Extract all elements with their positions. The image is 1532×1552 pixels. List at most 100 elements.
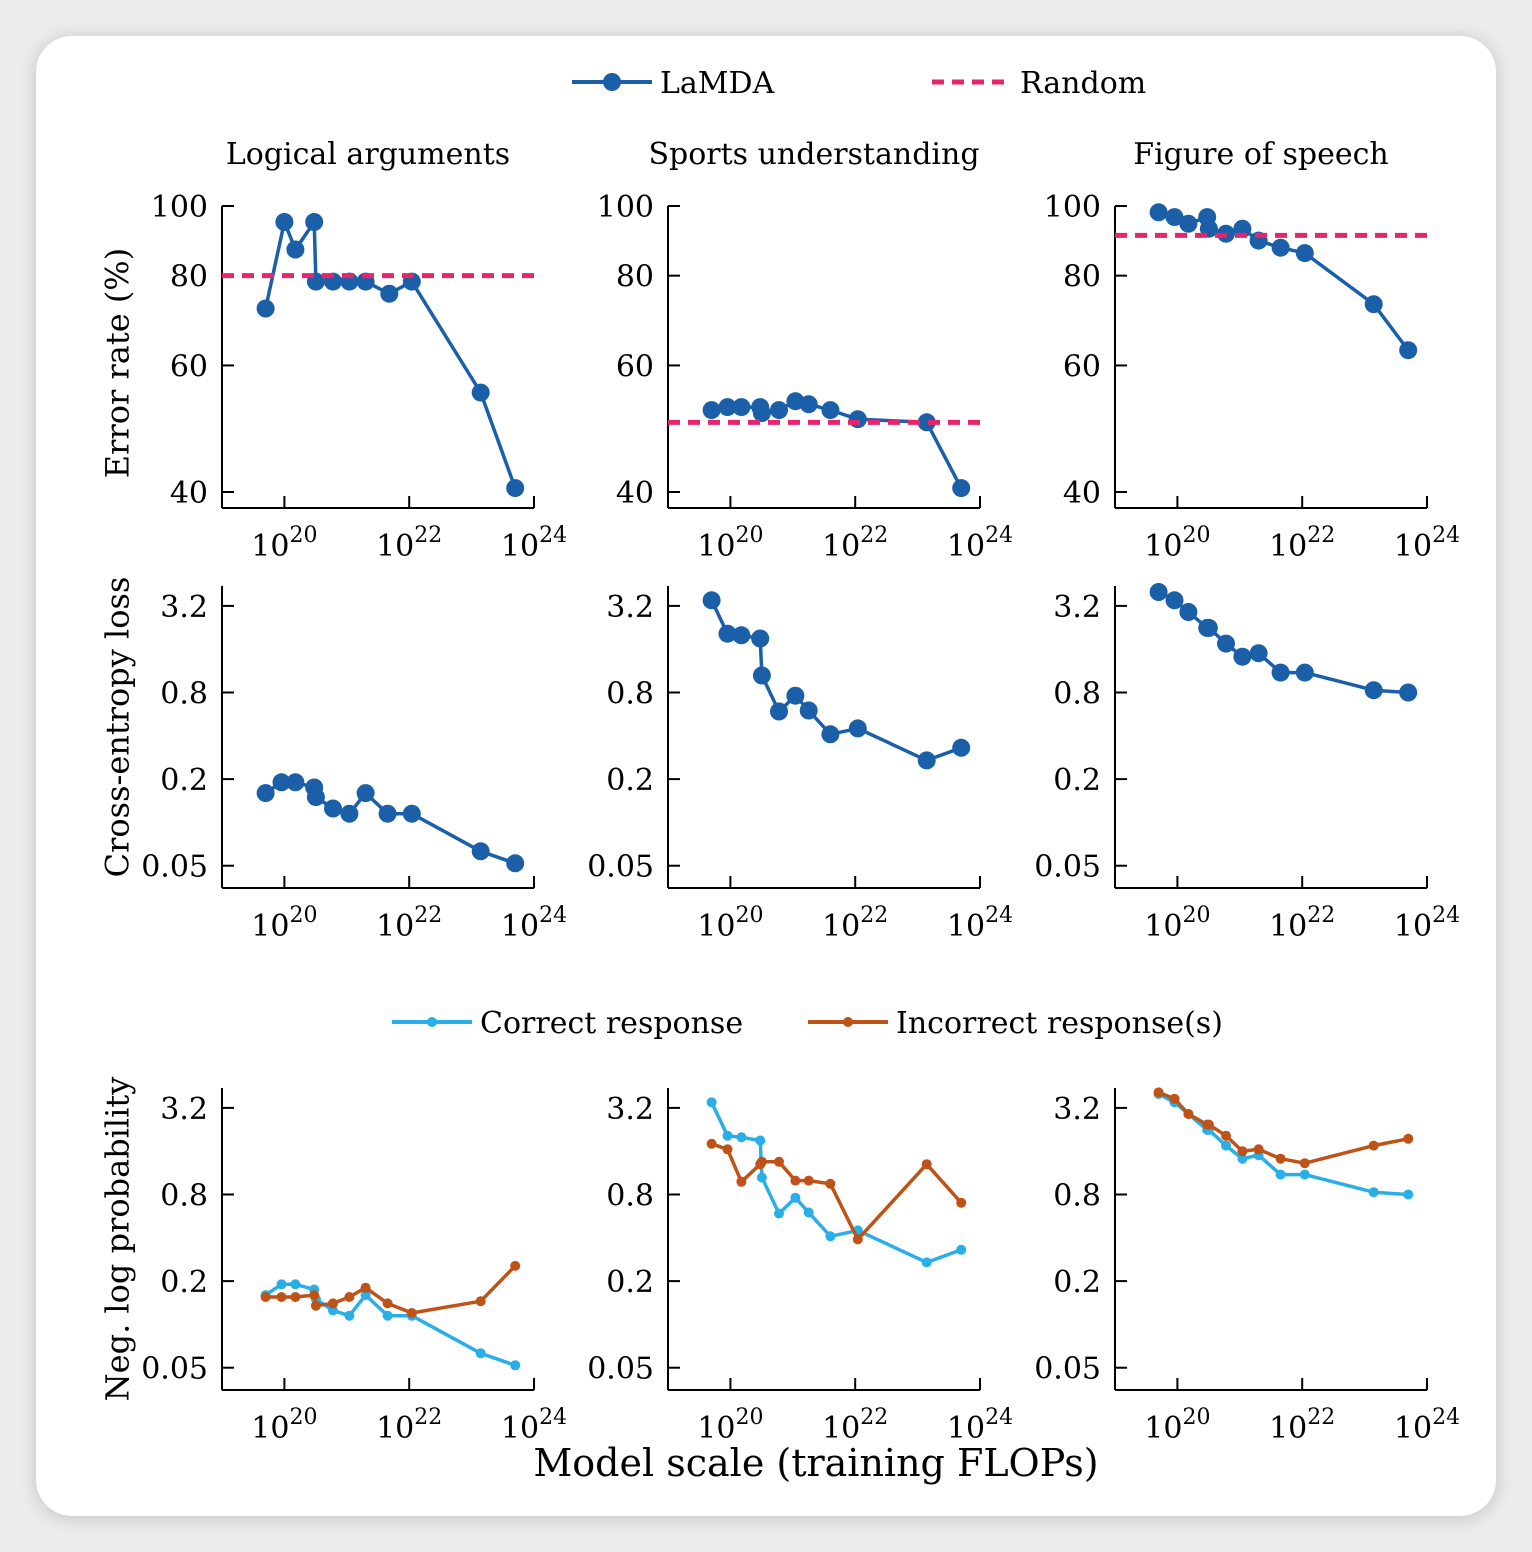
legend-bottom-swatch-marker [843,1017,853,1027]
x-tick-label: 1024 [501,1405,567,1446]
y-tick-label: 0.05 [141,1352,208,1387]
data-point [276,1279,287,1290]
y-tick-label: 60 [1063,349,1101,384]
legend-bottom-item: Correct response [392,1006,743,1041]
y-axis-label: Error rate (%) [99,248,137,478]
data-point [722,1130,733,1141]
data-point [310,1300,321,1311]
data-point [790,1192,801,1203]
x-tick-base: 10 [501,529,539,564]
y-tick-label: 40 [1063,476,1101,511]
data-point [702,591,721,610]
y-axis-label: Neg. log probability [99,1077,137,1402]
legend-bottom-label: Correct response [480,1006,743,1041]
y-tick-label: 0.8 [1053,677,1101,712]
column-title: Logical arguments [226,137,510,172]
x-tick-exponent: 22 [860,903,888,928]
data-point [1295,663,1314,682]
y-tick-label: 60 [616,349,654,384]
data-point [1364,295,1383,314]
x-tick-exponent: 20 [1182,903,1210,928]
x-tick-label: 1022 [1269,1405,1335,1446]
x-tick-label: 1020 [697,523,763,564]
y-tick-label: 0.2 [160,763,208,798]
y-tick-label: 60 [170,349,208,384]
data-point [290,1292,301,1302]
data-point [1403,1189,1414,1200]
x-tick-label: 1020 [251,1405,317,1446]
data-point [382,1298,393,1309]
y-tick-label: 3.2 [1053,1092,1101,1127]
y-tick-label: 0.05 [587,1352,654,1387]
series-lamda [256,213,525,498]
x-tick-label: 1022 [822,523,888,564]
data-point [732,398,751,417]
y-axis-label: Cross-entropy loss [99,577,137,878]
data-point [256,299,275,318]
data-point [256,784,275,803]
data-point [718,398,737,417]
x-tick-exponent: 22 [414,1405,442,1430]
data-point [1165,208,1184,227]
x-tick-exponent: 20 [735,903,763,928]
data-point [306,788,325,807]
x-tick-base: 10 [251,1411,289,1446]
x-tick-base: 10 [822,529,860,564]
x-tick-label: 1022 [822,1405,888,1446]
data-point [1399,341,1418,360]
data-point [286,773,305,792]
x-tick-base: 10 [1269,529,1307,564]
data-point [706,1138,717,1149]
data-point [510,1260,521,1271]
x-tick-exponent: 22 [860,523,888,548]
y-tick-label: 0.05 [1034,850,1101,885]
x-tick-base: 10 [1144,1411,1182,1446]
data-point [471,842,490,861]
data-point [852,1234,863,1245]
y-tick-label: 0.8 [606,1179,654,1214]
x-tick-base: 10 [376,529,414,564]
data-point [406,1308,417,1318]
data-point [286,240,305,259]
x-tick-base: 10 [1144,529,1182,564]
data-point [1221,1130,1231,1141]
x-tick-exponent: 24 [985,523,1013,548]
data-point [1221,1140,1231,1151]
series-lamda [1149,203,1418,360]
data-point [821,725,840,744]
data-point [360,1290,371,1301]
x-tick-exponent: 20 [1182,1405,1210,1430]
legend-bottom-item: Incorrect response(s) [808,1006,1223,1041]
x-tick-label: 1024 [947,903,1013,944]
data-point [803,1207,814,1218]
x-tick-exponent: 22 [1307,1405,1335,1430]
x-tick-base: 10 [1144,909,1182,944]
y-tick-label: 0.8 [160,677,208,712]
x-tick-label: 1022 [376,523,442,564]
y-tick-label: 100 [597,190,654,225]
x-tick-label: 1022 [376,1405,442,1446]
x-tick-exponent: 24 [985,903,1013,928]
data-point [786,686,805,705]
data-point [848,410,867,429]
legend-top-item: Random [932,66,1146,101]
legend-top-label: LaMDA [660,66,775,101]
y-tick-label: 0.05 [141,850,208,885]
y-tick-label: 80 [1063,260,1101,295]
data-point [340,804,359,823]
data-point [1249,644,1268,663]
data-point [475,1348,486,1359]
x-tick-exponent: 24 [539,523,567,548]
y-tick-label: 40 [170,476,208,511]
data-point [380,284,399,303]
series-lamda [256,773,525,873]
x-tick-label: 1020 [697,903,763,944]
data-point [506,479,525,498]
series-correct-response [260,1279,521,1371]
data-point [921,1159,932,1170]
